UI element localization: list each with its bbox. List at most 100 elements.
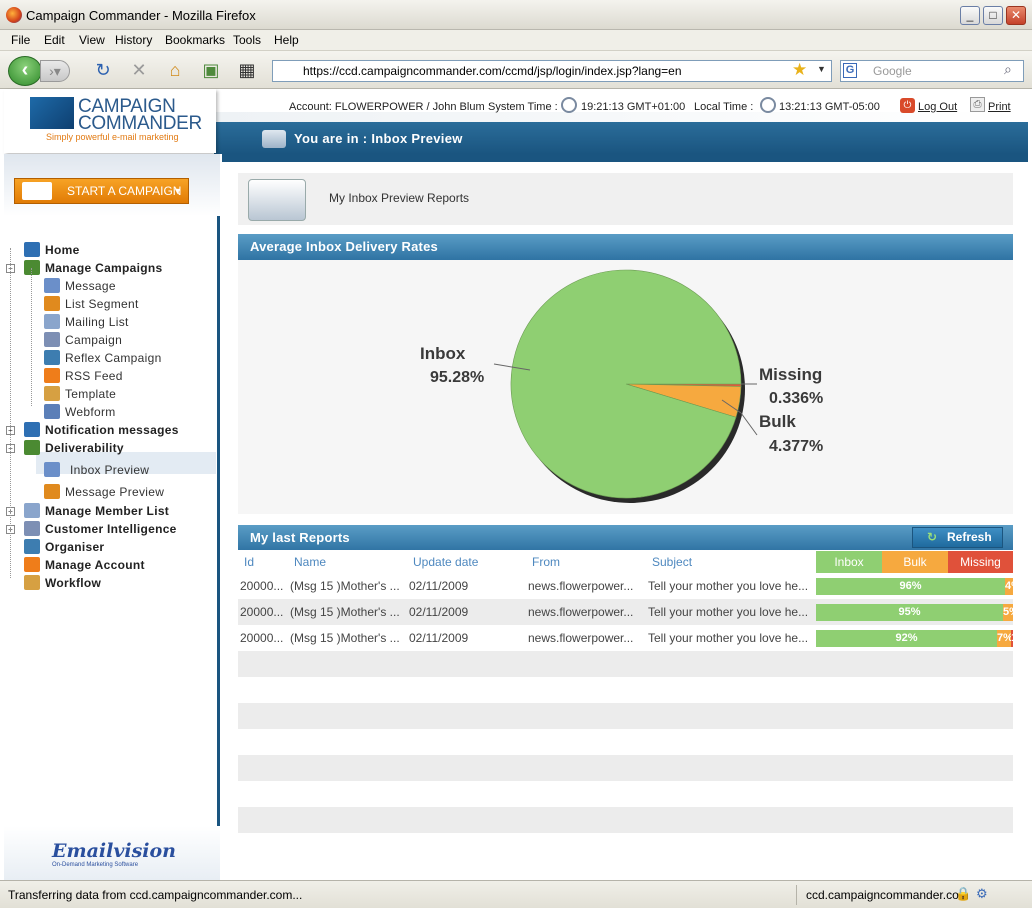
last-reports-header: My last Reports (238, 525, 1013, 551)
table-cell-from: news.flowerpower... (528, 631, 634, 645)
screenshot-icon[interactable]: ▦ (238, 60, 256, 80)
table-row[interactable]: 20000... (Msg 15 )Mother's ... 02/11/2009 n… (238, 573, 1021, 599)
reports-title: My Inbox Preview Reports (329, 191, 470, 205)
pie-value-bulk: 4.377% (769, 438, 823, 455)
delivery-bar-missing: 1% (1011, 630, 1027, 647)
system-time-label: System Time : (488, 101, 558, 113)
delivery-bar-bulk: 5% (1003, 604, 1019, 621)
menu-bar: File Edit View History Bookmarks Tools H… (0, 30, 1032, 51)
table-cell-name: (Msg 15 )Mother's ... (290, 579, 400, 593)
menu-history[interactable]: History (115, 33, 153, 47)
table-empty-row (238, 755, 1013, 781)
tree-node-icon (44, 368, 60, 383)
logo-tagline: Simply powerful e-mail marketing (46, 132, 179, 142)
logout-link[interactable]: Log Out (918, 101, 958, 113)
new-tab-icon[interactable]: ▣ (202, 60, 220, 80)
tree-node-icon (44, 314, 60, 329)
start-campaign-label: START A CAMPAIGN (67, 184, 182, 198)
delivery-pie-chart: Inbox 95.28% Missing 0.336% Bulk 4.377% (420, 269, 823, 503)
emailvision-logo: Emailvision (52, 840, 176, 862)
menu-bookmarks[interactable]: Bookmarks (165, 33, 226, 47)
pie-label-inbox: Inbox (420, 344, 466, 363)
pie-label-missing: Missing (759, 365, 822, 384)
sidebar-item-mailing-list[interactable]: Mailing List (65, 315, 129, 329)
print-link[interactable]: Print (988, 101, 1011, 113)
menu-tools[interactable]: Tools (233, 33, 262, 47)
home-icon[interactable]: ⌂ (169, 60, 181, 80)
column-inbox: Inbox (816, 551, 882, 573)
inbox-preview-icon (262, 130, 286, 148)
column-bulk: Bulk (882, 551, 948, 573)
column-missing: Missing (948, 551, 1013, 573)
local-time-label: Local Time : (694, 101, 754, 113)
column-name[interactable]: Name (294, 555, 327, 569)
emailvision-footer: Emailvision On-Demand Marketing Software (4, 826, 220, 880)
tree-node-icon (44, 484, 60, 499)
menu-help[interactable]: Help (274, 33, 299, 47)
avg-delivery-header: Average Inbox Delivery Rates (238, 234, 1013, 260)
search-input[interactable]: Google (840, 60, 1024, 82)
tree-node-icon (44, 386, 60, 401)
tree-node-icon (24, 422, 40, 437)
status-text: Transferring data from ccd.campaigncomma… (8, 888, 303, 902)
print-icon[interactable]: ⎙ (970, 97, 985, 112)
sidebar-item-inbox-preview[interactable]: Inbox Preview (70, 463, 150, 477)
table-cell-from: news.flowerpower... (528, 605, 634, 619)
mailbox-icon (248, 179, 306, 221)
column-subject[interactable]: Subject (652, 555, 693, 569)
menu-file[interactable]: File (11, 33, 31, 47)
tree-node-icon (44, 462, 60, 477)
leader-line-bulk (721, 399, 742, 414)
table-empty-row (238, 807, 1013, 833)
sidebar-item-manage-member-list[interactable]: Manage Member List (45, 504, 170, 518)
menu-edit[interactable]: Edit (44, 33, 65, 47)
search-magnifier-icon[interactable]: ⌕ (1004, 61, 1012, 77)
table-cell-date: 02/11/2009 (409, 579, 469, 593)
sidebar-item-manage-campaigns[interactable]: Manage Campaigns (45, 261, 163, 275)
sidebar-item-webform[interactable]: Webform (65, 405, 116, 419)
sidebar-item-list-segment[interactable]: List Segment (65, 297, 139, 311)
column-from[interactable]: From (532, 555, 560, 569)
leader-line-bulk (740, 412, 758, 436)
column-update-date[interactable]: Update date (413, 555, 479, 569)
maximize-button[interactable]: □ (983, 6, 1003, 25)
minimize-button[interactable]: _ (960, 6, 980, 25)
reload-icon[interactable]: ↻ (95, 60, 111, 80)
logout-icon[interactable]: ⏻ (900, 98, 915, 113)
menu-view[interactable]: View (79, 33, 105, 47)
sidebar-item-rss-feed[interactable]: RSS Feed (65, 369, 123, 383)
sidebar-item-message[interactable]: Message (65, 279, 116, 293)
column-id[interactable]: Id (244, 555, 255, 569)
table-empty-row (238, 703, 1013, 729)
table-cell-id: 20000... (240, 605, 284, 619)
table-cell-subject: Tell your mother you love he... (648, 605, 809, 619)
table-row[interactable]: 20000... (Msg 15 )Mother's ... 02/11/2009 n… (238, 625, 1027, 651)
address-bar[interactable]: https://ccd.campaigncommander.com/ccmd/j… (272, 60, 832, 82)
table-cell-date: 02/11/2009 (409, 631, 469, 645)
pie-slice-inbox (510, 269, 742, 499)
forward-arrow-icon[interactable]: ›▾ (40, 60, 70, 82)
sidebar-item-message-preview[interactable]: Message Preview (65, 485, 165, 499)
table-cell-name: (Msg 15 )Mother's ... (290, 605, 400, 619)
close-button[interactable]: ✕ (1006, 6, 1026, 25)
sidebar-item-manage-account[interactable]: Manage Account (45, 558, 145, 572)
bookmark-star-icon[interactable]: ★ (792, 60, 808, 79)
tree-node-icon (44, 278, 60, 293)
sidebar-item-template[interactable]: Template (65, 387, 117, 401)
sidebar-item-workflow[interactable]: Workflow (45, 576, 102, 590)
addon-icon[interactable]: ⚙ (976, 886, 988, 901)
sidebar-item-notification-messages[interactable]: Notification messages (45, 423, 179, 437)
url-dropdown-icon[interactable]: ▼ (817, 64, 826, 74)
sidebar-item-campaign[interactable]: Campaign (65, 333, 123, 347)
table-row[interactable]: 20000... (Msg 15 )Mother's ... 02/11/2009 n… (238, 599, 1019, 625)
back-arrow-icon[interactable]: ‹ (8, 56, 42, 86)
sidebar-item-home[interactable]: Home (45, 243, 80, 257)
sidebar-item-customer-intelligence[interactable]: Customer Intelligence (45, 522, 177, 536)
sidebar-item-reflex-campaign[interactable]: Reflex Campaign (65, 351, 162, 365)
stop-icon[interactable]: ✕ (131, 60, 147, 80)
refresh-button[interactable]: ↻ Refresh (912, 527, 1003, 548)
sidebar-item-deliverability[interactable]: Deliverability (45, 441, 124, 455)
sidebar (4, 154, 220, 880)
google-engine-icon[interactable]: G (843, 63, 857, 78)
sidebar-item-organiser[interactable]: Organiser (45, 540, 105, 554)
